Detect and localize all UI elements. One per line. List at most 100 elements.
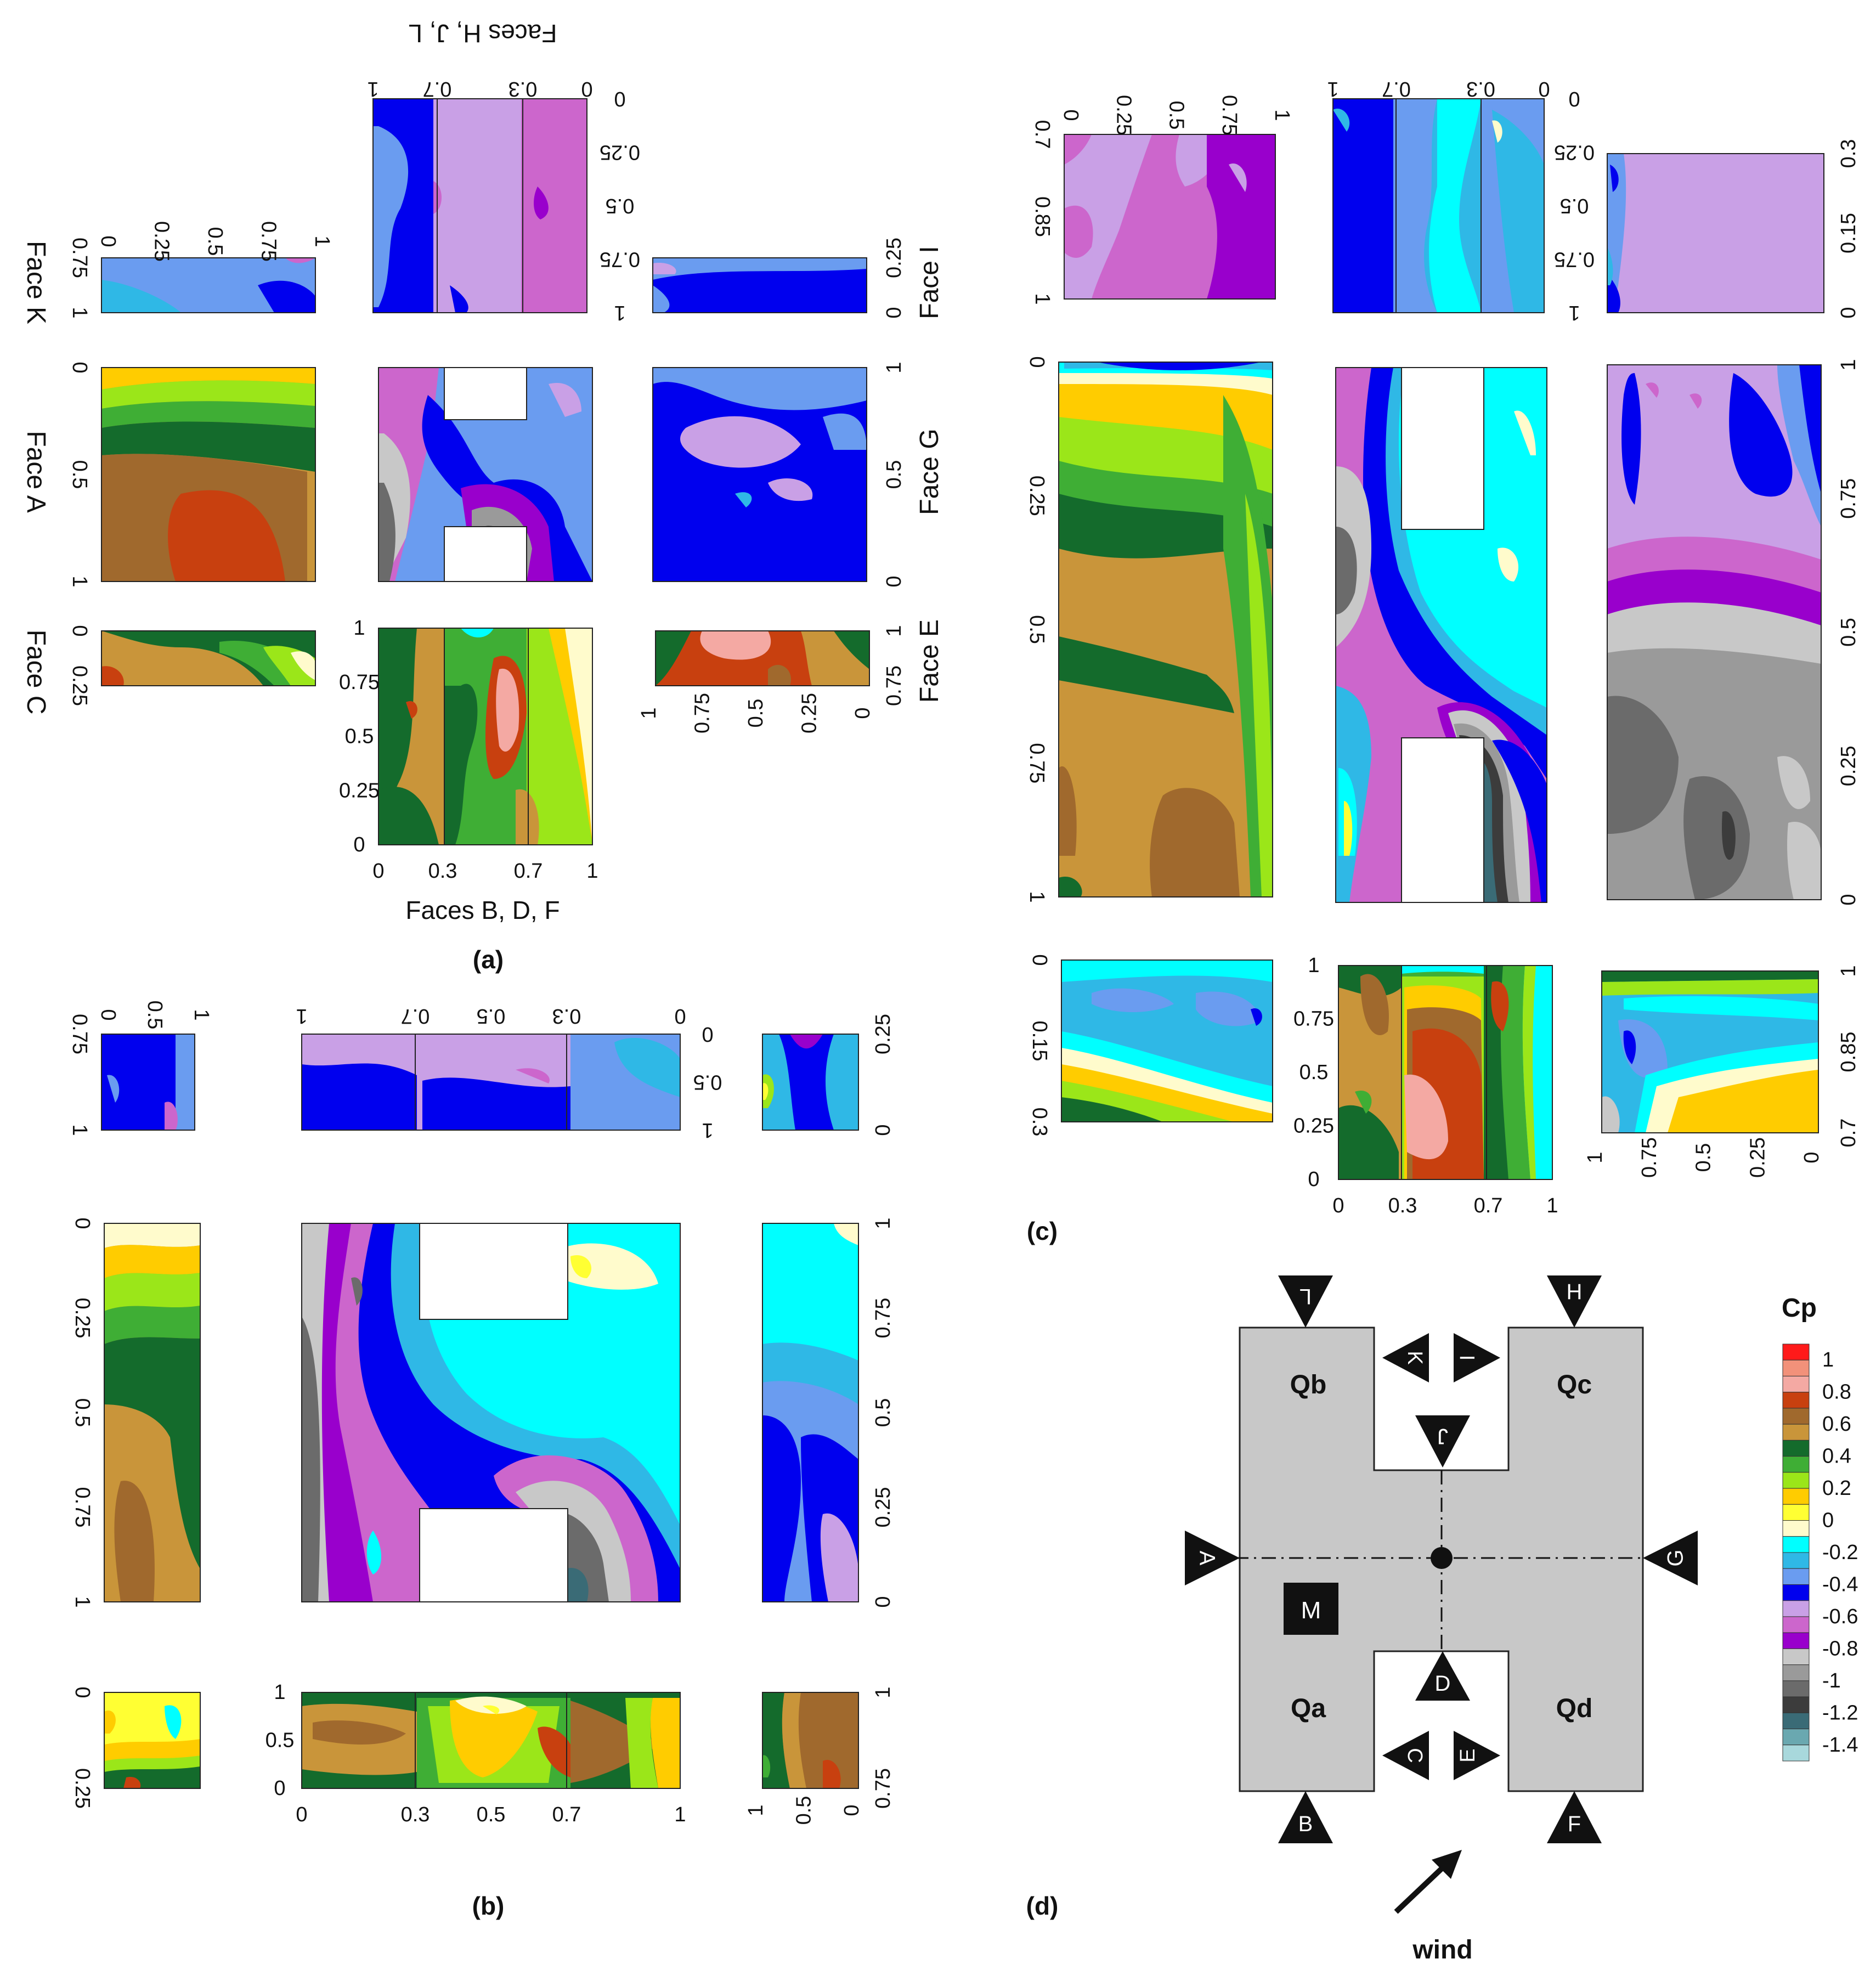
tick-label: 0.5 xyxy=(1299,1061,1329,1084)
tick-label: 0.5 xyxy=(793,1796,816,1825)
marker-K: K xyxy=(1403,1351,1426,1364)
heatmap-face-HJL-b xyxy=(302,1034,680,1130)
marker-L: L xyxy=(1299,1284,1312,1308)
tick-label: 0 xyxy=(97,235,120,247)
tick-label: 0 xyxy=(372,860,384,883)
legend-label: -1.4 xyxy=(1822,1734,1858,1757)
legend-swatch xyxy=(1782,1359,1810,1376)
heatmap-face-C-a xyxy=(101,631,315,686)
tick-label: 0.75 xyxy=(600,248,640,271)
tick-label: 1 xyxy=(702,1119,713,1142)
panel-label-a: (a) xyxy=(473,945,504,974)
tick-label: 0 xyxy=(851,707,874,719)
tick-label: 0.25 xyxy=(150,221,173,262)
tick-label: 0 xyxy=(353,833,365,856)
tick-label: 0 xyxy=(581,77,592,100)
legend-label: -0.4 xyxy=(1822,1573,1858,1596)
heatmap-face-BDF-c xyxy=(1338,966,1552,1179)
tick-label: 0.25 xyxy=(883,238,906,278)
tick-label: 0 xyxy=(1837,894,1860,905)
legend-swatch xyxy=(1782,1424,1810,1441)
tick-label: 1 xyxy=(586,860,598,883)
legend-swatch xyxy=(1782,1375,1810,1393)
legend-swatch xyxy=(1782,1456,1810,1473)
heatmap-face-C-c xyxy=(1061,960,1273,1122)
heatmap-face-BDF-b xyxy=(302,1692,680,1788)
wind-label: wind xyxy=(1412,1935,1472,1965)
heatmap-face-K-a xyxy=(101,258,315,313)
label-bottom-faces: Faces B, D, F xyxy=(405,896,560,924)
tick-label: 0 xyxy=(1568,87,1580,110)
legend-label: 0.6 xyxy=(1822,1413,1851,1436)
tick-label: 0.75 xyxy=(68,1014,91,1054)
tick-label: 0 xyxy=(840,1804,863,1816)
legend-swatch xyxy=(1782,1536,1810,1553)
heatmap-face-A-a xyxy=(101,368,315,582)
tick-label: 0.5 xyxy=(872,1398,895,1427)
legend-swatch xyxy=(1782,1440,1810,1457)
tick-label: 0 xyxy=(1800,1151,1823,1163)
cp-legend-scale: 1 0.8 0.6 0.4 0.2 0 -0.2 -0.4 -0.6 -0.8 -1 -1.2 -1.4 xyxy=(1782,1344,1858,1762)
marker-H: H xyxy=(1567,1280,1583,1304)
tick-label: 0.75 xyxy=(883,665,906,706)
marker-B: B xyxy=(1298,1812,1313,1836)
tick-label: 0.7 xyxy=(401,1004,430,1028)
tick-label: 1 xyxy=(872,1686,895,1698)
tick-label: 1 xyxy=(674,1803,686,1826)
marker-J: J xyxy=(1437,1424,1448,1448)
panel-label-d: (d) xyxy=(1026,1892,1059,1920)
marker-I: I xyxy=(1456,1355,1479,1361)
legend-swatch xyxy=(1782,1616,1810,1633)
tick-label: 0.75 xyxy=(1025,743,1048,783)
tick-label: 0.25 xyxy=(71,1298,94,1339)
tick-label: 0.5 xyxy=(265,1729,295,1752)
tick-label: 1 xyxy=(68,1124,91,1136)
tick-label: 0.5 xyxy=(68,460,91,489)
tick-label: 0.75 xyxy=(1638,1137,1661,1178)
tick-label: 0.75 xyxy=(1293,1008,1334,1031)
tick-label: 0.3 xyxy=(428,860,457,883)
tick-label: 0.3 xyxy=(552,1004,581,1028)
tick-label: 0.75 xyxy=(71,1487,94,1528)
tick-label: 0.75 xyxy=(691,693,714,733)
plan-label-qb: Qb xyxy=(1290,1370,1327,1399)
legend-label: -0.2 xyxy=(1822,1541,1858,1564)
tick-label: 0.75 xyxy=(339,671,380,694)
tick-label: 0 xyxy=(883,307,906,318)
tick-label: 0.3 xyxy=(401,1803,430,1826)
tick-label: 1 xyxy=(1031,293,1054,304)
panel-label-c: (c) xyxy=(1027,1217,1058,1245)
tick-label: 0.3 xyxy=(1388,1194,1417,1217)
tick-label: 0.85 xyxy=(1837,1032,1860,1072)
tick-label: 0 xyxy=(1025,356,1048,368)
tick-label: 0.25 xyxy=(1025,476,1048,516)
panel-c xyxy=(1058,98,1824,1180)
legend-label: -0.6 xyxy=(1822,1605,1858,1628)
tick-label: 1 xyxy=(1837,359,1860,370)
tick-label: 0.5 xyxy=(1165,101,1188,130)
tick-label: 1 xyxy=(1308,954,1319,977)
legend-swatch xyxy=(1782,1488,1810,1505)
plan-label-qd: Qd xyxy=(1556,1694,1593,1723)
tick-label: 1 xyxy=(367,77,378,100)
tick-label: 1 xyxy=(637,707,660,719)
tick-label: 0 xyxy=(872,1596,895,1607)
tick-label: 0 xyxy=(97,1009,120,1020)
heatmap-center-b xyxy=(302,1223,680,1602)
tick-label: 0.5 xyxy=(1560,194,1589,217)
tick-label: 0.3 xyxy=(1466,77,1495,100)
label-face-G: Face G xyxy=(915,428,944,515)
tick-label: 0.25 xyxy=(872,1014,895,1054)
legend-swatch xyxy=(1782,1664,1810,1681)
tick-label: 0.25 xyxy=(339,779,380,802)
tick-label: 0 xyxy=(68,362,91,373)
tick-label: 0 xyxy=(1837,307,1860,318)
tick-label: 0.5 xyxy=(1837,618,1860,647)
tick-label: 1 xyxy=(1546,1194,1558,1217)
legend-title: Cp xyxy=(1782,1294,1817,1323)
legend-swatch xyxy=(1782,1729,1810,1746)
tick-label: 0 xyxy=(1028,954,1051,966)
legend-swatch xyxy=(1782,1520,1810,1537)
heatmap-face-E-c xyxy=(1602,971,1818,1133)
